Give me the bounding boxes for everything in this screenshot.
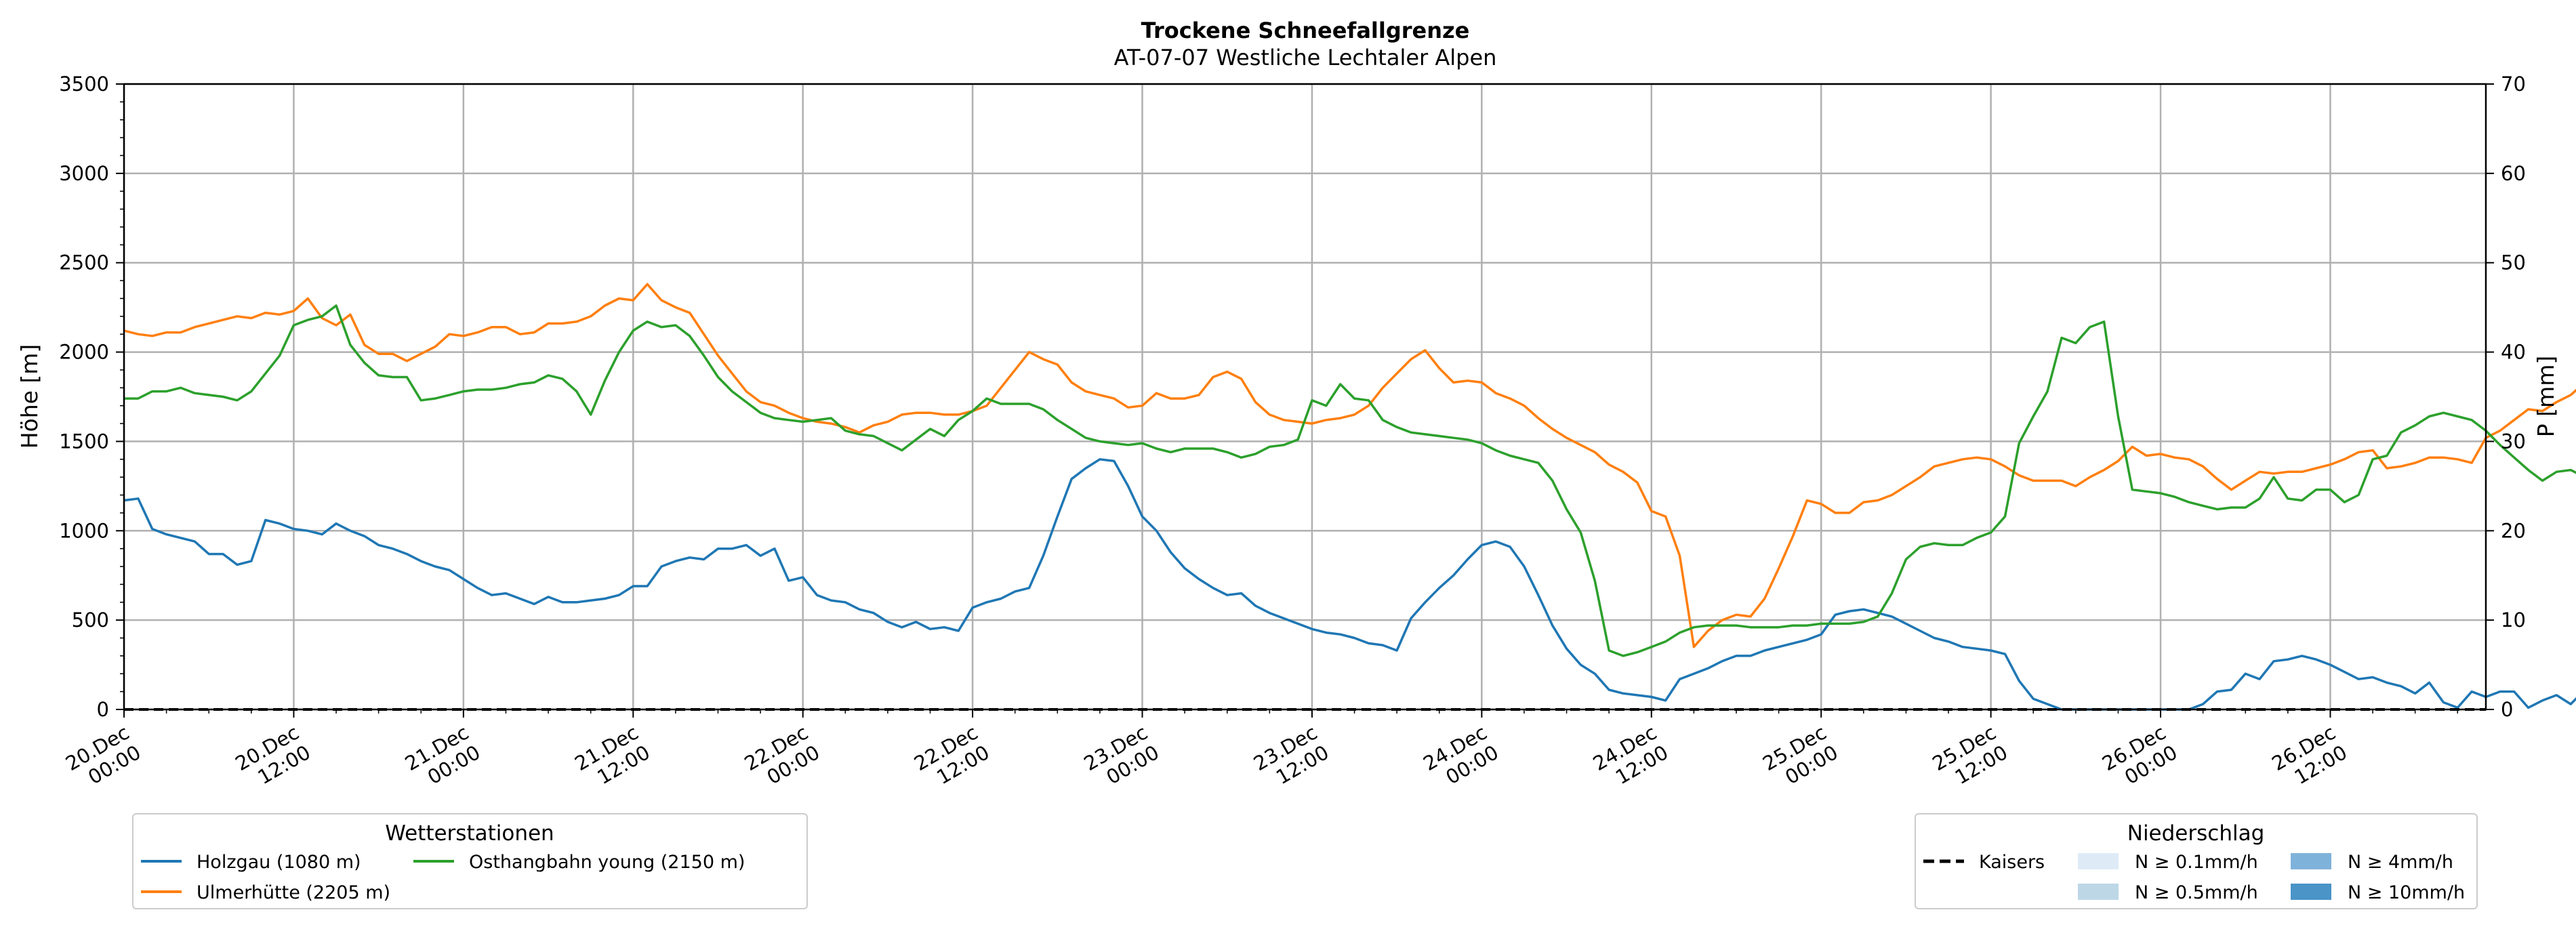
legend-label-n4: N ≥ 4mm/h [2348, 852, 2453, 873]
legend-precip-title: Niederschlag [2127, 821, 2265, 846]
legend-stations-frame [132, 813, 808, 909]
legend-label-ulmerhuette: Ulmerhütte (2205 m) [197, 882, 390, 903]
x-tick-label-11: 25.Dec12:00 [1929, 721, 2012, 796]
series-line-0 [123, 458, 2576, 711]
y2-tick-label-5: 50 [2501, 251, 2526, 274]
y-tick-label-2: 1000 [59, 519, 109, 542]
grid-lines [123, 83, 2486, 711]
y2-tick-label-0: 0 [2501, 698, 2513, 721]
y-tick-label-0: 0 [97, 698, 109, 721]
x-tick-label-0: 20.Dec00:00 [62, 721, 145, 796]
series-line-2 [124, 304, 2576, 657]
y-axis-label: Höhe [m] [16, 344, 43, 449]
y2-tick-label-3: 30 [2501, 430, 2526, 453]
x-tick-label-9: 24.Dec12:00 [1589, 721, 1673, 796]
x-axis: 20.Dec00:00 20.Dec12:00 21.Dec00:00 21.Dec1… [62, 709, 2459, 796]
series-line-1 [123, 283, 2576, 648]
legend-label-n10: N ≥ 10mm/h [2348, 882, 2465, 903]
y2-tick-label-6: 60 [2501, 162, 2526, 185]
y-tick-label-6: 3000 [59, 162, 109, 185]
y2-tick-label-2: 20 [2501, 519, 2526, 542]
x-tick-label-4: 22.Dec00:00 [741, 721, 824, 796]
legend-swatch-n05 [2078, 884, 2119, 900]
legend-label-holzgau: Holzgau (1080 m) [197, 852, 361, 873]
y2-tick-label-1: 10 [2501, 608, 2526, 632]
y-tick-label-1: 500 [72, 608, 109, 632]
legend-swatch-n4 [2291, 853, 2331, 869]
y-axis-right: 0 10 20 30 40 50 60 70 [2486, 73, 2526, 721]
x-tick-label-1: 20.Dec12:00 [231, 721, 314, 796]
legend-label-n01: N ≥ 0.1mm/h [2135, 852, 2258, 873]
chart-subtitle: AT-07-07 Westliche Lechtaler Alpen [1114, 45, 1497, 70]
x-tick-label-13: 26.Dec12:00 [2268, 721, 2351, 796]
legend-label-kaisers: Kaisers [1979, 852, 2045, 873]
y2-axis-label: P [mm] [2533, 356, 2559, 437]
x-tick-label-7: 23.Dec12:00 [1250, 721, 1333, 796]
legend-precip-frame [1915, 813, 2478, 909]
x-tick-label-8: 24.Dec00:00 [1419, 721, 1502, 796]
y2-tick-label-4: 40 [2501, 341, 2526, 364]
x-tick-label-3: 21.Dec12:00 [571, 721, 654, 796]
legend-label-n05: N ≥ 0.5mm/h [2135, 882, 2258, 903]
y-tick-label-4: 2000 [59, 341, 109, 364]
y-axis-left: 0 500 1000 1500 2000 2500 3000 3500 [59, 73, 124, 721]
x-tick-label-12: 26.Dec00:00 [2098, 721, 2182, 796]
series-lines [123, 283, 2576, 711]
y2-tick-label-7: 70 [2501, 73, 2526, 96]
legend-stations: Wetterstationen Holzgau (1080 m) Ulmerhü… [132, 813, 808, 909]
legend-stations-title: Wetterstationen [385, 821, 554, 846]
x-tick-label-5: 22.Dec12:00 [910, 721, 994, 796]
legend-label-osthangbahn: Osthangbahn young (2150 m) [469, 852, 745, 873]
x-tick-label-10: 25.Dec00:00 [1759, 721, 1842, 796]
chart-title: Trockene Schneefallgrenze [1141, 18, 1470, 43]
x-tick-label-2: 21.Dec00:00 [401, 721, 485, 796]
y-tick-label-7: 3500 [59, 73, 109, 96]
plot-frame [123, 83, 2487, 711]
legend-precip: Niederschlag Kaisers N ≥ 0.1mm/h N ≥ 0.5… [1915, 813, 2478, 909]
y-tick-label-5: 2500 [59, 251, 109, 274]
legend-swatch-n01 [2078, 853, 2119, 869]
legend-swatch-n10 [2291, 884, 2331, 900]
y-tick-label-3: 1500 [59, 430, 109, 453]
x-tick-label-6: 23.Dec00:00 [1080, 721, 1163, 796]
